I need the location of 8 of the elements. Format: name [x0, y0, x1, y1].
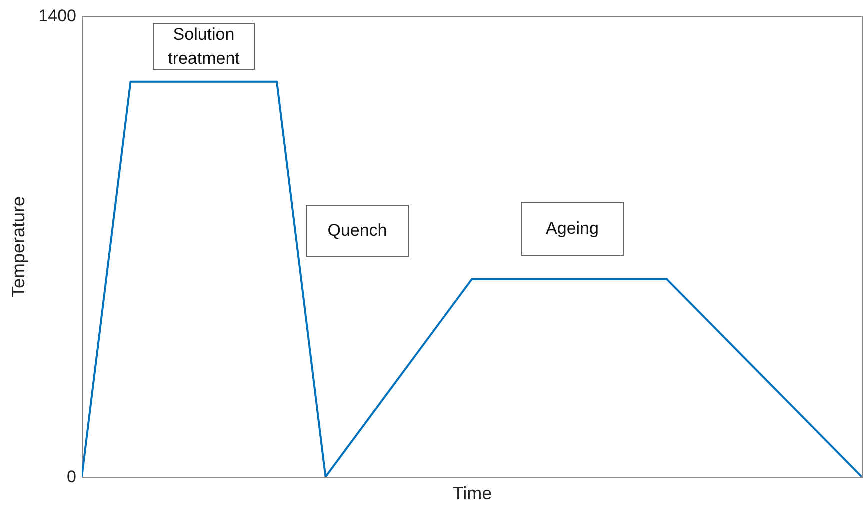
- y-tick-label: 1400: [38, 6, 76, 26]
- line-series: [82, 80, 862, 477]
- annotation: Quench: [306, 205, 409, 257]
- y-axis-title: Temperature: [8, 196, 29, 298]
- annotation: Solution treatment: [153, 23, 255, 70]
- y-tick-label: 0: [67, 468, 76, 486]
- x-axis-title: Time: [452, 484, 492, 504]
- annotation: Ageing: [521, 202, 624, 256]
